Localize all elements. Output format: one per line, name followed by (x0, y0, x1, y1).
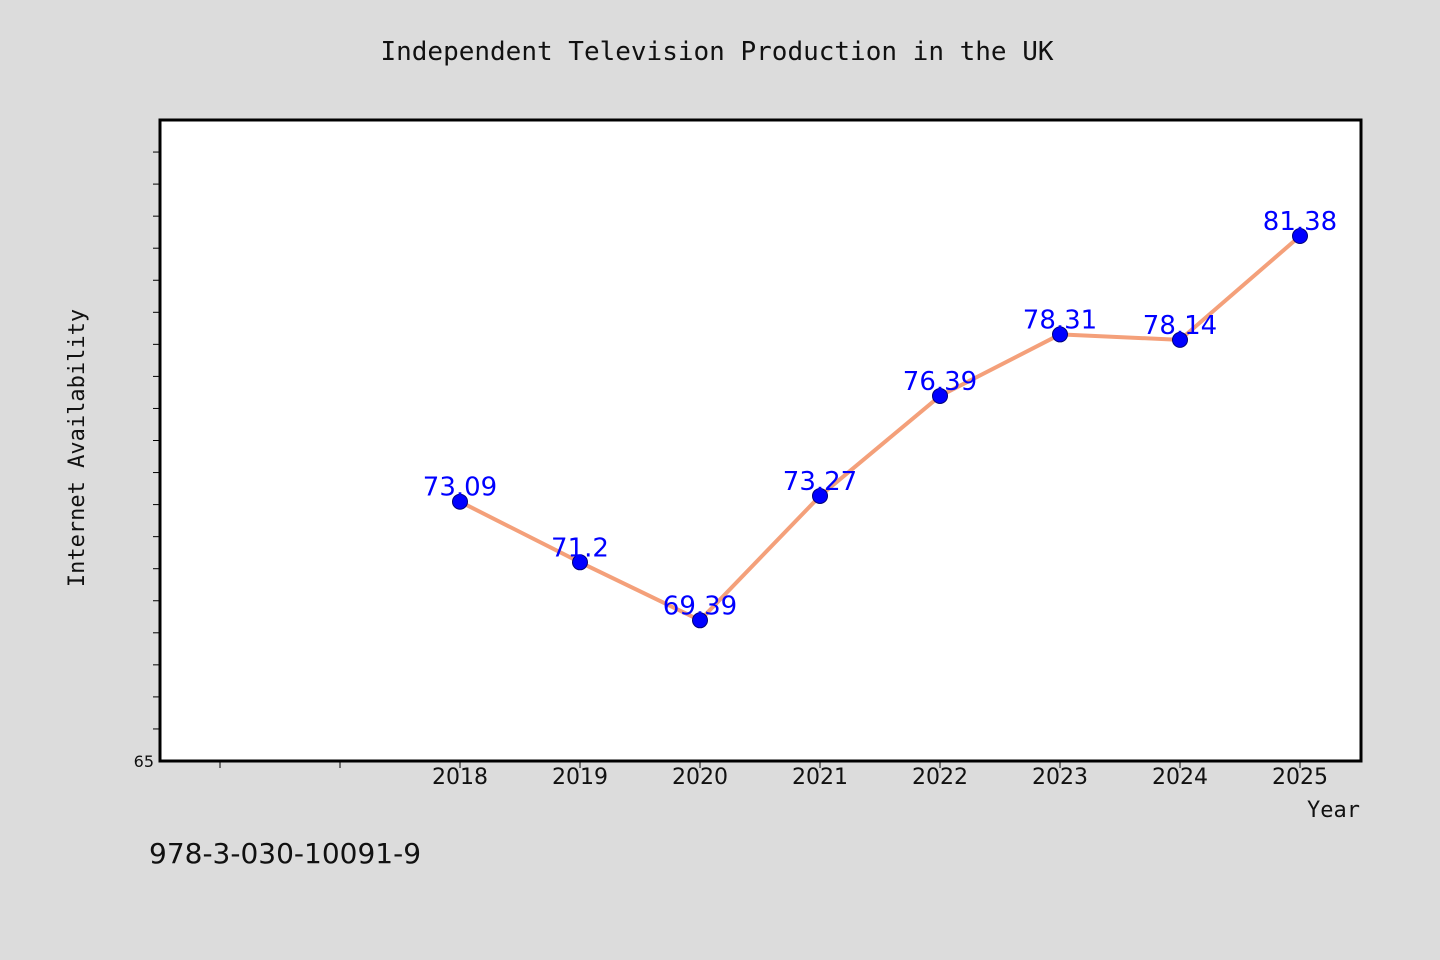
x-tick-label: 2024 (1152, 765, 1208, 790)
data-label: 81.38 (1263, 207, 1337, 237)
data-point (452, 493, 468, 510)
data-label: 78.31 (1023, 305, 1097, 335)
chart-title: Independent Television Production in the… (380, 37, 1053, 67)
data-point (1052, 326, 1068, 343)
x-axis-label: Year (1307, 798, 1360, 823)
series-line (458, 234, 1302, 623)
data-label: 69.39 (663, 591, 737, 621)
data-point (1172, 331, 1188, 348)
x-tick-label: 2025 (1272, 765, 1328, 790)
series-group: 73.09 71.2 69.39 73.27 76.39 78.31 78.14 81.38 (423, 207, 1337, 629)
isbn-footnote: 978-3-030-10091-9 (149, 837, 421, 870)
x-tick-label: 2023 (1032, 765, 1088, 790)
y-tick-label: 65 (134, 752, 154, 771)
x-tick-label: 2021 (792, 765, 848, 790)
data-point (932, 387, 948, 404)
plot-area (160, 120, 1361, 761)
x-tick-label: 2018 (432, 765, 488, 790)
data-label: 73.09 (423, 473, 497, 503)
x-axis-ticks: 2018 2019 2020 2021 2022 2023 2024 2025 (219, 761, 1328, 790)
x-tick-label: 2019 (552, 765, 608, 790)
data-point (572, 554, 588, 571)
plot-frame (158, 118, 1363, 763)
y-axis-label: Internet Availability (65, 309, 90, 587)
data-label: 76.39 (903, 367, 977, 397)
data-label: 78.14 (1143, 311, 1217, 341)
data-label: 71.2 (551, 533, 609, 563)
data-point (812, 487, 828, 504)
data-point (1292, 228, 1308, 245)
data-label: 73.27 (783, 467, 857, 497)
x-tick-label: 2020 (672, 765, 728, 790)
x-tick-label: 2022 (912, 765, 968, 790)
data-point (692, 612, 708, 629)
